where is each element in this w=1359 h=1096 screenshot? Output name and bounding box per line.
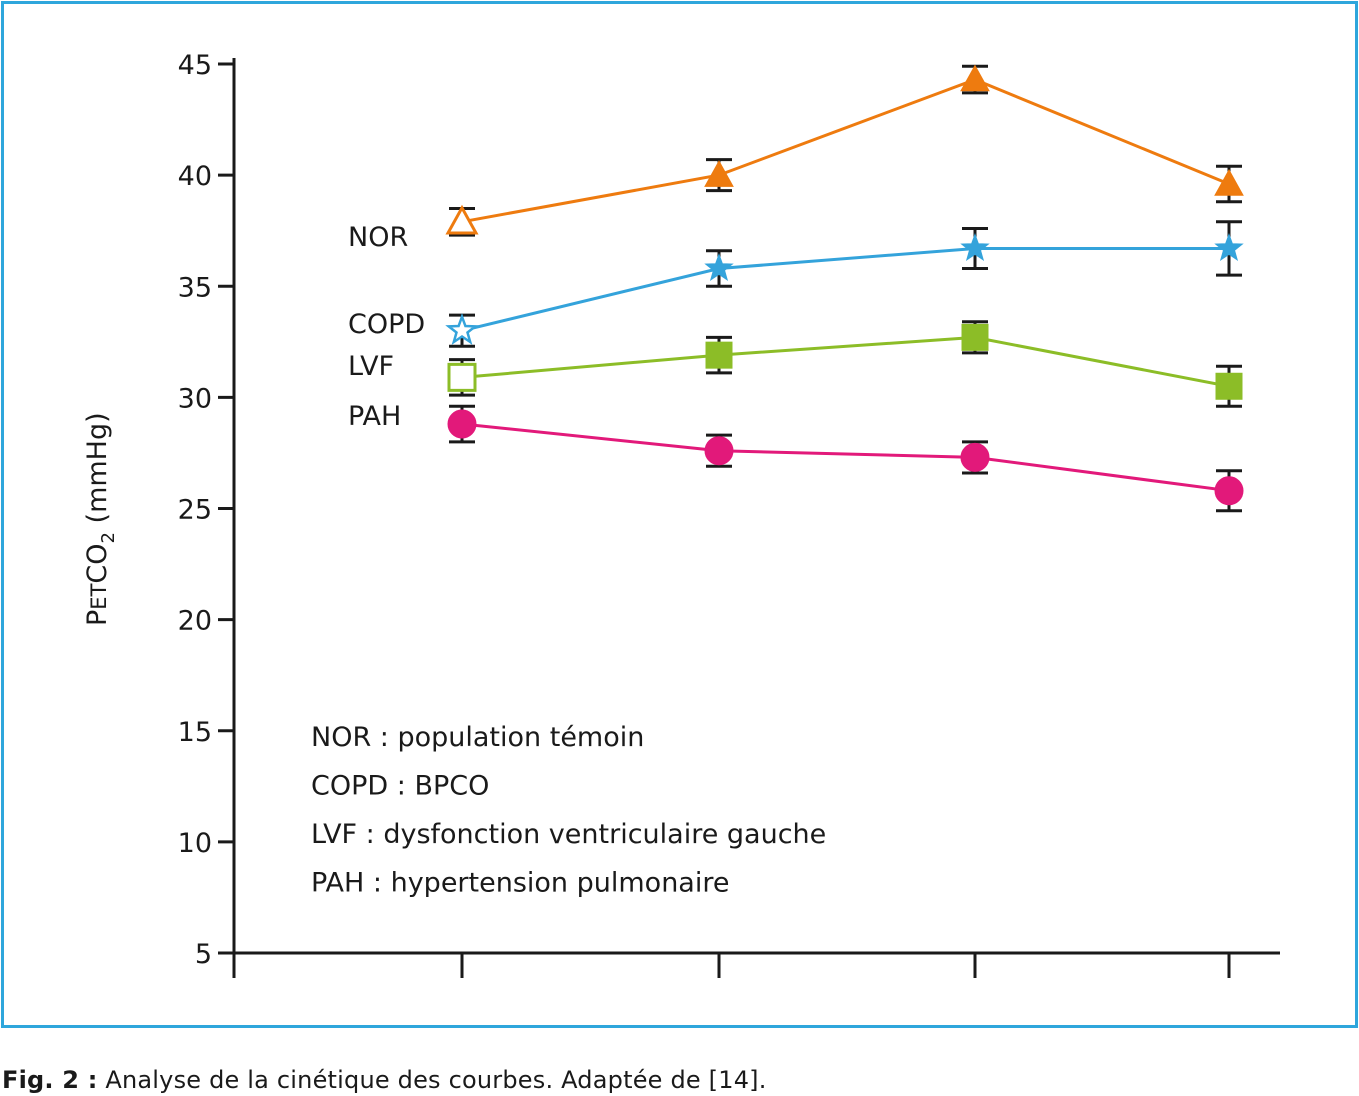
- data-point: [1214, 476, 1244, 506]
- data-point: [1215, 372, 1243, 400]
- series-line: [461, 247, 1229, 333]
- series-label-nor: NOR: [348, 222, 408, 253]
- data-point: [1214, 168, 1244, 196]
- y-axis-title-subscript: 2: [98, 532, 119, 543]
- legend-note: COPD : BPCO: [311, 771, 489, 802]
- series-nor: [445, 64, 1244, 237]
- y-tick-label: 10: [178, 828, 212, 859]
- y-axis-title-rest: CO: [82, 543, 113, 583]
- y-tick-label: 45: [178, 50, 212, 81]
- legend-note: NOR : population témoin: [311, 722, 644, 753]
- series-line: [461, 77, 1230, 224]
- series-copd: [445, 220, 1244, 348]
- series-line: [461, 422, 1230, 493]
- data-point: [960, 233, 990, 261]
- series-layer: [445, 64, 1244, 513]
- y-axis-title-unit: (mmHg): [82, 412, 113, 532]
- data-point: [704, 160, 734, 187]
- data-point: [445, 204, 479, 235]
- labels-layer: NOR COPD LVF PAH: [348, 222, 425, 432]
- data-point: [960, 64, 990, 92]
- series-label-lvf: LVF: [348, 351, 394, 382]
- series-line: [461, 335, 1230, 388]
- y-tick-label: 25: [178, 495, 212, 526]
- data-point: [961, 323, 989, 351]
- caption-label: Fig. 2 :: [2, 1066, 98, 1094]
- data-point: [704, 253, 734, 281]
- data-point: [1214, 233, 1244, 261]
- data-point: [447, 409, 477, 439]
- figure-frame: [1, 1, 1358, 1028]
- y-tick-label: 40: [178, 161, 212, 192]
- series-pah: [447, 404, 1244, 513]
- axes: 45 40 35 30 25 20 15 10 5: [178, 50, 1280, 978]
- legend-notes: NOR : population témoin COPD : BPCO LVF : …: [311, 722, 826, 899]
- data-point: [960, 442, 990, 472]
- y-axis-title-smallcaps: ET: [87, 583, 111, 609]
- figure-caption: Fig. 2 : Analyse de la cinétique des cou…: [2, 1066, 767, 1094]
- legend-note: LVF : dysfonction ventriculaire gauche: [311, 819, 826, 850]
- chart: 45 40 35 30 25 20 15 10 5 NOR COPD LVF PAH NOR : po…: [82, 50, 1280, 978]
- y-axis-title-main: P: [82, 610, 113, 626]
- y-tick-label: 5: [195, 939, 212, 970]
- data-point: [704, 436, 734, 466]
- legend-note: PAH : hypertension pulmonaire: [311, 868, 729, 899]
- data-point: [705, 341, 733, 369]
- data-point: [447, 362, 477, 392]
- series-label-copd: COPD: [348, 309, 425, 340]
- y-tick-label: 15: [178, 717, 212, 748]
- series-label-pah: PAH: [348, 401, 401, 432]
- y-tick-label: 20: [178, 606, 212, 637]
- caption-text: Analyse de la cinétique des courbes. Ada…: [97, 1066, 767, 1094]
- y-axis-label: PETCO2 (mmHg): [82, 412, 119, 626]
- y-axis-title: PETCO2 (mmHg): [82, 412, 119, 626]
- series-lvf: [447, 320, 1243, 408]
- y-tick-label: 30: [178, 383, 212, 414]
- y-tick-label: 35: [178, 272, 212, 303]
- data-point: [445, 313, 479, 345]
